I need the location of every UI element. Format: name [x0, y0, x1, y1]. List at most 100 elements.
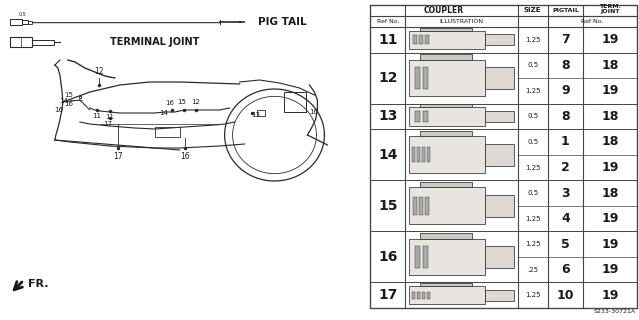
Bar [28, 20, 32, 23]
Text: 19: 19 [601, 212, 619, 225]
Text: 4: 4 [561, 212, 570, 225]
Bar [420, 233, 472, 238]
Text: 1.25: 1.25 [525, 88, 541, 94]
Bar [410, 188, 484, 224]
Text: 10: 10 [557, 289, 574, 302]
Text: 12: 12 [94, 67, 104, 76]
Bar [256, 110, 265, 116]
Text: TERM.
JOINT: TERM. JOINT [599, 4, 621, 14]
Text: 15: 15 [177, 99, 186, 105]
Text: SIZE: SIZE [524, 7, 541, 13]
Bar [155, 127, 180, 137]
Text: 1.25: 1.25 [525, 216, 541, 221]
Bar [417, 148, 420, 162]
Bar [484, 144, 514, 166]
Text: PIGTAIL: PIGTAIL [552, 8, 579, 13]
Bar [410, 107, 484, 126]
Bar [410, 60, 484, 97]
Text: 12: 12 [191, 99, 200, 105]
Text: 16: 16 [309, 109, 318, 115]
Bar [10, 19, 22, 25]
Bar [427, 292, 431, 299]
Text: 16: 16 [180, 152, 190, 161]
Text: 1.25: 1.25 [525, 241, 541, 247]
Text: 13: 13 [252, 112, 261, 118]
Text: 1.25: 1.25 [525, 164, 541, 171]
Text: 19: 19 [601, 238, 619, 251]
Text: 6: 6 [561, 263, 569, 276]
Bar [426, 196, 429, 215]
Text: 18: 18 [601, 135, 619, 148]
Text: 16: 16 [166, 100, 174, 106]
Bar [424, 111, 429, 122]
Bar [417, 292, 420, 299]
Bar [410, 31, 484, 49]
Bar [424, 67, 429, 89]
Bar [484, 246, 514, 268]
Text: COUPLER: COUPLER [424, 6, 464, 15]
Text: 17: 17 [378, 288, 397, 302]
Text: 15: 15 [378, 199, 397, 213]
Text: 13: 13 [378, 109, 397, 124]
Text: 1.25: 1.25 [525, 292, 541, 298]
Text: S233-30721A: S233-30721A [594, 309, 636, 314]
Bar [413, 196, 417, 215]
Bar [419, 35, 424, 44]
Text: 3: 3 [561, 187, 569, 200]
Text: 19: 19 [601, 161, 619, 174]
Text: 1: 1 [561, 135, 570, 148]
Text: 19: 19 [601, 263, 619, 276]
Bar [415, 111, 420, 122]
Text: 14: 14 [59, 98, 68, 104]
Text: Ref No.: Ref No. [581, 19, 604, 24]
Bar [22, 20, 28, 24]
Bar [484, 67, 514, 89]
Bar [420, 28, 472, 31]
Text: 17: 17 [113, 152, 123, 161]
Text: ILLUSTRATION: ILLUSTRATION [440, 19, 484, 24]
Bar [422, 292, 426, 299]
Text: 16: 16 [54, 107, 63, 113]
Text: TERMINAL JOINT: TERMINAL JOINT [110, 37, 199, 47]
Text: 0.5: 0.5 [19, 12, 27, 17]
Bar [420, 104, 472, 107]
Text: 18: 18 [601, 187, 619, 200]
Text: 19: 19 [601, 289, 619, 302]
Bar [412, 292, 415, 299]
Bar [484, 111, 514, 122]
Text: Ref No.: Ref No. [376, 19, 399, 24]
Bar [284, 92, 307, 112]
Bar [410, 238, 484, 275]
Text: 7: 7 [561, 33, 570, 46]
Bar [420, 131, 472, 136]
Text: 5: 5 [561, 238, 570, 251]
Bar [410, 136, 484, 173]
Bar [413, 35, 417, 44]
Text: 8: 8 [561, 59, 569, 72]
Bar [424, 246, 429, 268]
Text: 14: 14 [159, 110, 168, 116]
Text: 11: 11 [105, 114, 114, 120]
Text: 19: 19 [601, 84, 619, 97]
Text: 8: 8 [561, 110, 569, 123]
Bar [427, 148, 431, 162]
Text: 17: 17 [104, 121, 112, 127]
Text: 1.25: 1.25 [525, 37, 541, 43]
Bar [32, 39, 54, 44]
Bar [484, 34, 514, 45]
Text: 18: 18 [601, 59, 619, 72]
Bar [420, 283, 472, 286]
Text: 0.5: 0.5 [527, 190, 538, 196]
Bar [420, 54, 472, 60]
Text: 11: 11 [378, 33, 397, 47]
Bar [410, 286, 484, 304]
Bar [484, 290, 514, 301]
Bar [415, 246, 420, 268]
Text: 0.5: 0.5 [527, 62, 538, 68]
Bar [484, 195, 514, 217]
Text: 11: 11 [92, 113, 102, 119]
Bar [412, 148, 415, 162]
Text: 16: 16 [378, 250, 397, 264]
Bar [415, 67, 420, 89]
Text: FR.: FR. [28, 279, 49, 289]
